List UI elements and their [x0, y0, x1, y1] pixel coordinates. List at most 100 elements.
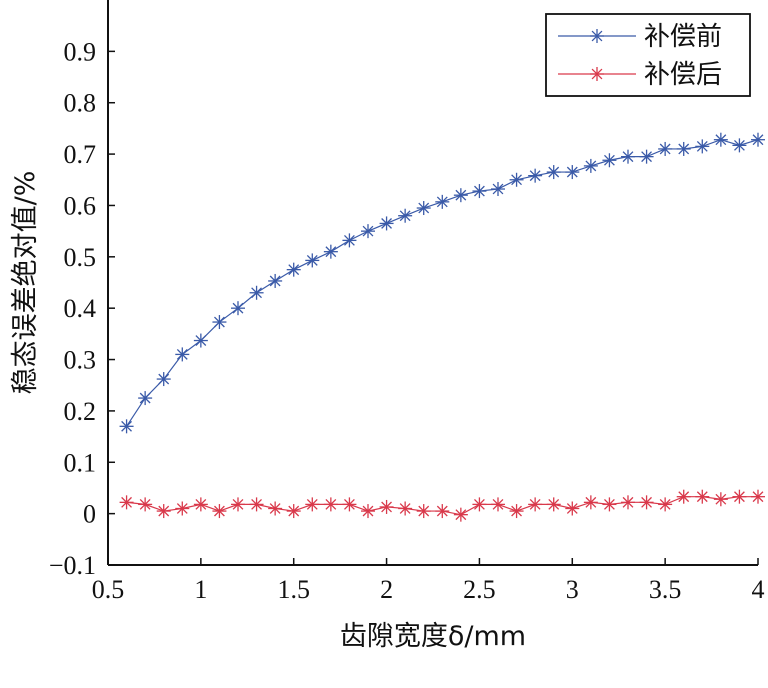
data-point [509, 504, 524, 519]
data-point [491, 182, 505, 197]
data-point [435, 504, 450, 519]
y-axis-ticks: −0.1 0 0.1 0.2 0.3 0.4 0.5 0.6 0.7 0.8 0.9 [49, 37, 115, 580]
data-point [305, 253, 320, 268]
data-point [713, 132, 728, 147]
data-point [379, 216, 394, 231]
legend-label: 补偿前 [644, 22, 722, 52]
data-point [156, 372, 171, 387]
x-axis-label: 齿隙宽度δ/mm [340, 621, 526, 652]
y-tick-label: 0.3 [64, 346, 97, 375]
data-point [528, 497, 543, 512]
data-point [453, 507, 468, 522]
data-point [361, 504, 375, 519]
data-point [398, 501, 413, 516]
data-point [676, 489, 691, 504]
series-2 [119, 489, 765, 522]
data-point [249, 497, 264, 512]
data-point [231, 301, 245, 316]
data-point [175, 347, 190, 362]
x-tick-label: 3 [566, 575, 579, 604]
x-tick-label: 0.5 [92, 575, 125, 604]
data-point [583, 495, 598, 510]
legend-marker [590, 67, 604, 81]
y-tick-label: 0.4 [64, 294, 97, 323]
data-point [268, 273, 283, 288]
data-point [286, 262, 301, 277]
data-point [676, 141, 691, 156]
data-point [119, 495, 134, 510]
data-point [323, 244, 338, 259]
y-tick-label: 0.6 [64, 191, 97, 220]
data-point [602, 497, 617, 512]
x-tick-label: 3.5 [649, 575, 682, 604]
y-tick-label: −0.1 [49, 551, 96, 580]
data-point [231, 497, 245, 512]
data-point [713, 492, 728, 507]
data-point [751, 489, 765, 504]
data-point [546, 497, 561, 512]
data-point [435, 194, 450, 209]
data-point [491, 497, 505, 512]
plot-frame [107, 0, 758, 566]
data-point [658, 497, 673, 512]
data-point [602, 153, 617, 168]
data-point [565, 165, 580, 180]
data-point [658, 141, 673, 156]
data-point [472, 497, 487, 512]
y-tick-label: 0.7 [64, 140, 97, 169]
y-tick-label: 0 [83, 500, 96, 529]
data-point [416, 201, 431, 216]
series-layer [119, 132, 765, 522]
data-point [509, 172, 524, 187]
legend-box [545, 13, 751, 97]
x-axis-ticks: 0.5 1 1.5 2 2.5 3 3.5 4 [92, 558, 765, 604]
x-tick-label: 1.5 [277, 575, 310, 604]
data-point [639, 495, 654, 510]
data-point [398, 208, 413, 223]
data-point [361, 224, 375, 239]
x-tick-label: 1 [194, 575, 207, 604]
data-point [138, 391, 153, 406]
data-point [193, 497, 208, 512]
y-tick-label: 0.8 [64, 89, 97, 118]
legend-item-1: 补偿前 [558, 22, 722, 52]
data-point [453, 188, 468, 203]
data-point [193, 333, 208, 348]
data-point [546, 165, 561, 180]
data-point [286, 504, 301, 519]
data-point [342, 497, 357, 512]
data-point [732, 138, 747, 153]
data-point [175, 501, 190, 516]
data-point [323, 497, 338, 512]
x-tick-label: 2.5 [463, 575, 496, 604]
data-point [249, 285, 264, 300]
data-point [416, 504, 431, 519]
x-tick-label: 2 [380, 575, 393, 604]
legend-label: 补偿后 [644, 60, 722, 90]
data-point [621, 495, 635, 510]
data-point [212, 504, 227, 519]
series-1 [119, 132, 765, 434]
legend-item-2: 补偿后 [558, 60, 722, 90]
data-point [695, 489, 710, 504]
y-axis-label: 稳态误差绝对值/% [10, 171, 41, 395]
data-point [138, 497, 153, 512]
data-point [379, 499, 394, 514]
y-tick-label: 0.9 [64, 37, 97, 66]
data-point [305, 497, 320, 512]
data-point [695, 139, 710, 154]
series-line [126, 139, 759, 427]
data-point [212, 315, 227, 330]
data-point [342, 233, 357, 248]
data-point [639, 149, 654, 164]
y-tick-label: 0.2 [64, 397, 97, 426]
data-point [472, 184, 487, 199]
data-point [565, 501, 580, 516]
data-point [583, 158, 598, 173]
y-tick-label: 0.1 [64, 448, 97, 477]
data-point [268, 501, 283, 516]
data-point [621, 149, 635, 164]
legend-marker [590, 29, 604, 43]
